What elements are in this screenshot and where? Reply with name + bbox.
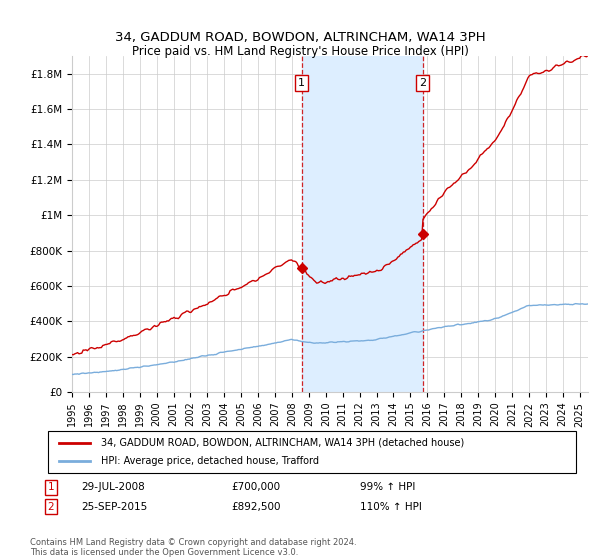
Text: Contains HM Land Registry data © Crown copyright and database right 2024.
This d: Contains HM Land Registry data © Crown c… xyxy=(30,538,356,557)
Text: 1: 1 xyxy=(47,482,55,492)
Text: 34, GADDUM ROAD, BOWDON, ALTRINCHAM, WA14 3PH (detached house): 34, GADDUM ROAD, BOWDON, ALTRINCHAM, WA1… xyxy=(101,438,464,448)
Text: £700,000: £700,000 xyxy=(231,482,280,492)
Text: HPI: Average price, detached house, Trafford: HPI: Average price, detached house, Traf… xyxy=(101,456,319,466)
Text: 110% ↑ HPI: 110% ↑ HPI xyxy=(360,502,422,512)
Text: 34, GADDUM ROAD, BOWDON, ALTRINCHAM, WA14 3PH: 34, GADDUM ROAD, BOWDON, ALTRINCHAM, WA1… xyxy=(115,31,485,44)
Text: 99% ↑ HPI: 99% ↑ HPI xyxy=(360,482,415,492)
Bar xyxy=(302,56,423,392)
Text: 2: 2 xyxy=(419,78,426,88)
Text: 25-SEP-2015: 25-SEP-2015 xyxy=(81,502,147,512)
Text: Price paid vs. HM Land Registry's House Price Index (HPI): Price paid vs. HM Land Registry's House … xyxy=(131,45,469,58)
Text: £892,500: £892,500 xyxy=(231,502,281,512)
Text: 2: 2 xyxy=(47,502,55,512)
Text: 1: 1 xyxy=(298,78,305,88)
Text: 29-JUL-2008: 29-JUL-2008 xyxy=(81,482,145,492)
